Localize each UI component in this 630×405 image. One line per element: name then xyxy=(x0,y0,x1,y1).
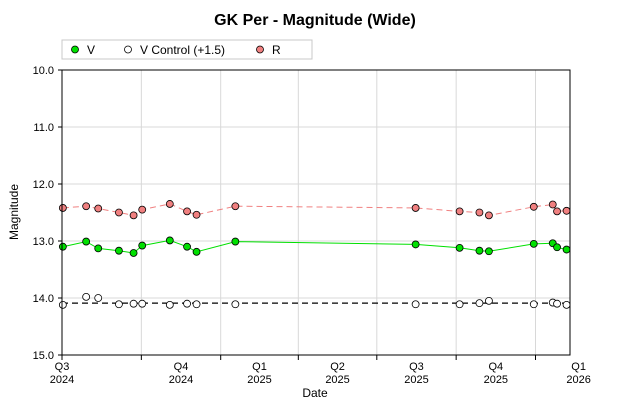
y-tick-label: 12.0 xyxy=(33,179,54,191)
data-point xyxy=(529,202,538,211)
data-point xyxy=(138,299,147,308)
data-point xyxy=(115,300,123,309)
y-tick-label: 14.0 xyxy=(33,293,54,305)
data-point xyxy=(455,243,464,252)
data-point xyxy=(58,204,67,212)
legend-label: V Control (+1.5) xyxy=(140,43,225,57)
axes: 10.011.012.013.014.015.0Q32024Q42024Q120… xyxy=(33,65,591,386)
data-point xyxy=(548,200,557,209)
grid xyxy=(61,69,570,356)
data-point xyxy=(455,300,464,309)
data-point xyxy=(485,296,493,305)
x-tick-quarter: Q2 xyxy=(330,361,345,373)
data-point xyxy=(553,207,561,216)
y-axis-label: Magnitude xyxy=(7,184,21,240)
data-point xyxy=(553,243,561,252)
x-tick-quarter: Q4 xyxy=(174,361,189,373)
data-point xyxy=(115,246,123,255)
data-point xyxy=(183,242,191,251)
data-point xyxy=(485,211,493,220)
data-point xyxy=(129,299,138,308)
data-point xyxy=(82,202,91,211)
data-point xyxy=(138,205,147,214)
x-axis-label: Date xyxy=(302,386,328,400)
data-point xyxy=(231,202,240,211)
data-points xyxy=(58,200,571,309)
data-point xyxy=(485,247,493,256)
y-tick-label: 15.0 xyxy=(33,350,54,362)
data-point xyxy=(529,239,538,248)
data-point xyxy=(129,211,138,220)
y-tick-label: 10.0 xyxy=(33,65,54,77)
data-point xyxy=(138,241,147,250)
data-point xyxy=(475,246,484,255)
data-point xyxy=(455,207,464,216)
x-tick-quarter: Q1 xyxy=(571,361,586,373)
y-tick-label: 11.0 xyxy=(33,122,54,134)
legend-label: R xyxy=(272,43,281,57)
plot-frame xyxy=(61,69,571,356)
data-point xyxy=(115,208,123,217)
data-point xyxy=(183,299,191,308)
data-point xyxy=(94,244,103,253)
x-tick-year: 2025 xyxy=(325,374,349,386)
data-point xyxy=(58,300,67,309)
legend: V V Control (+1.5) R xyxy=(61,39,313,60)
data-point xyxy=(231,237,240,246)
chart-title: GK Per - Magnitude (Wide) xyxy=(214,12,416,29)
data-point xyxy=(411,300,420,309)
y-tick-label: 13.0 xyxy=(33,236,54,248)
data-point xyxy=(82,237,91,246)
data-point xyxy=(411,240,420,249)
data-point xyxy=(553,299,561,308)
x-tick-year: 2025 xyxy=(247,374,271,386)
x-tick-quarter: Q4 xyxy=(488,361,503,373)
x-tick-year: 2024 xyxy=(50,374,74,386)
x-tick-quarter: Q1 xyxy=(252,361,267,373)
data-point xyxy=(165,200,174,208)
legend-label: V xyxy=(87,43,95,57)
legend-marker xyxy=(71,45,79,54)
data-point xyxy=(129,249,138,257)
data-point xyxy=(562,245,571,254)
data-point xyxy=(165,300,174,309)
x-tick-quarter: Q3 xyxy=(409,361,424,373)
data-point xyxy=(475,299,484,308)
legend-marker xyxy=(124,45,132,54)
x-tick-year: 2025 xyxy=(404,374,428,386)
data-point xyxy=(475,208,484,217)
x-tick-year: 2024 xyxy=(169,374,193,386)
data-point xyxy=(94,294,103,302)
x-tick-quarter: Q3 xyxy=(55,361,70,373)
data-point xyxy=(529,300,538,309)
plot-area xyxy=(62,70,570,355)
legend-box xyxy=(61,39,313,60)
data-point xyxy=(562,300,571,309)
data-point xyxy=(192,210,201,219)
data-point xyxy=(192,247,201,256)
legend-marker xyxy=(256,45,264,54)
data-point xyxy=(82,292,91,301)
x-tick-year: 2025 xyxy=(484,374,508,386)
data-point xyxy=(58,242,67,251)
data-point xyxy=(165,236,174,245)
data-point xyxy=(231,300,240,309)
data-point xyxy=(192,300,201,309)
x-tick-year: 2026 xyxy=(566,374,590,386)
data-point xyxy=(94,204,103,213)
data-point xyxy=(183,207,191,216)
data-point xyxy=(411,204,420,212)
data-point xyxy=(562,206,571,215)
